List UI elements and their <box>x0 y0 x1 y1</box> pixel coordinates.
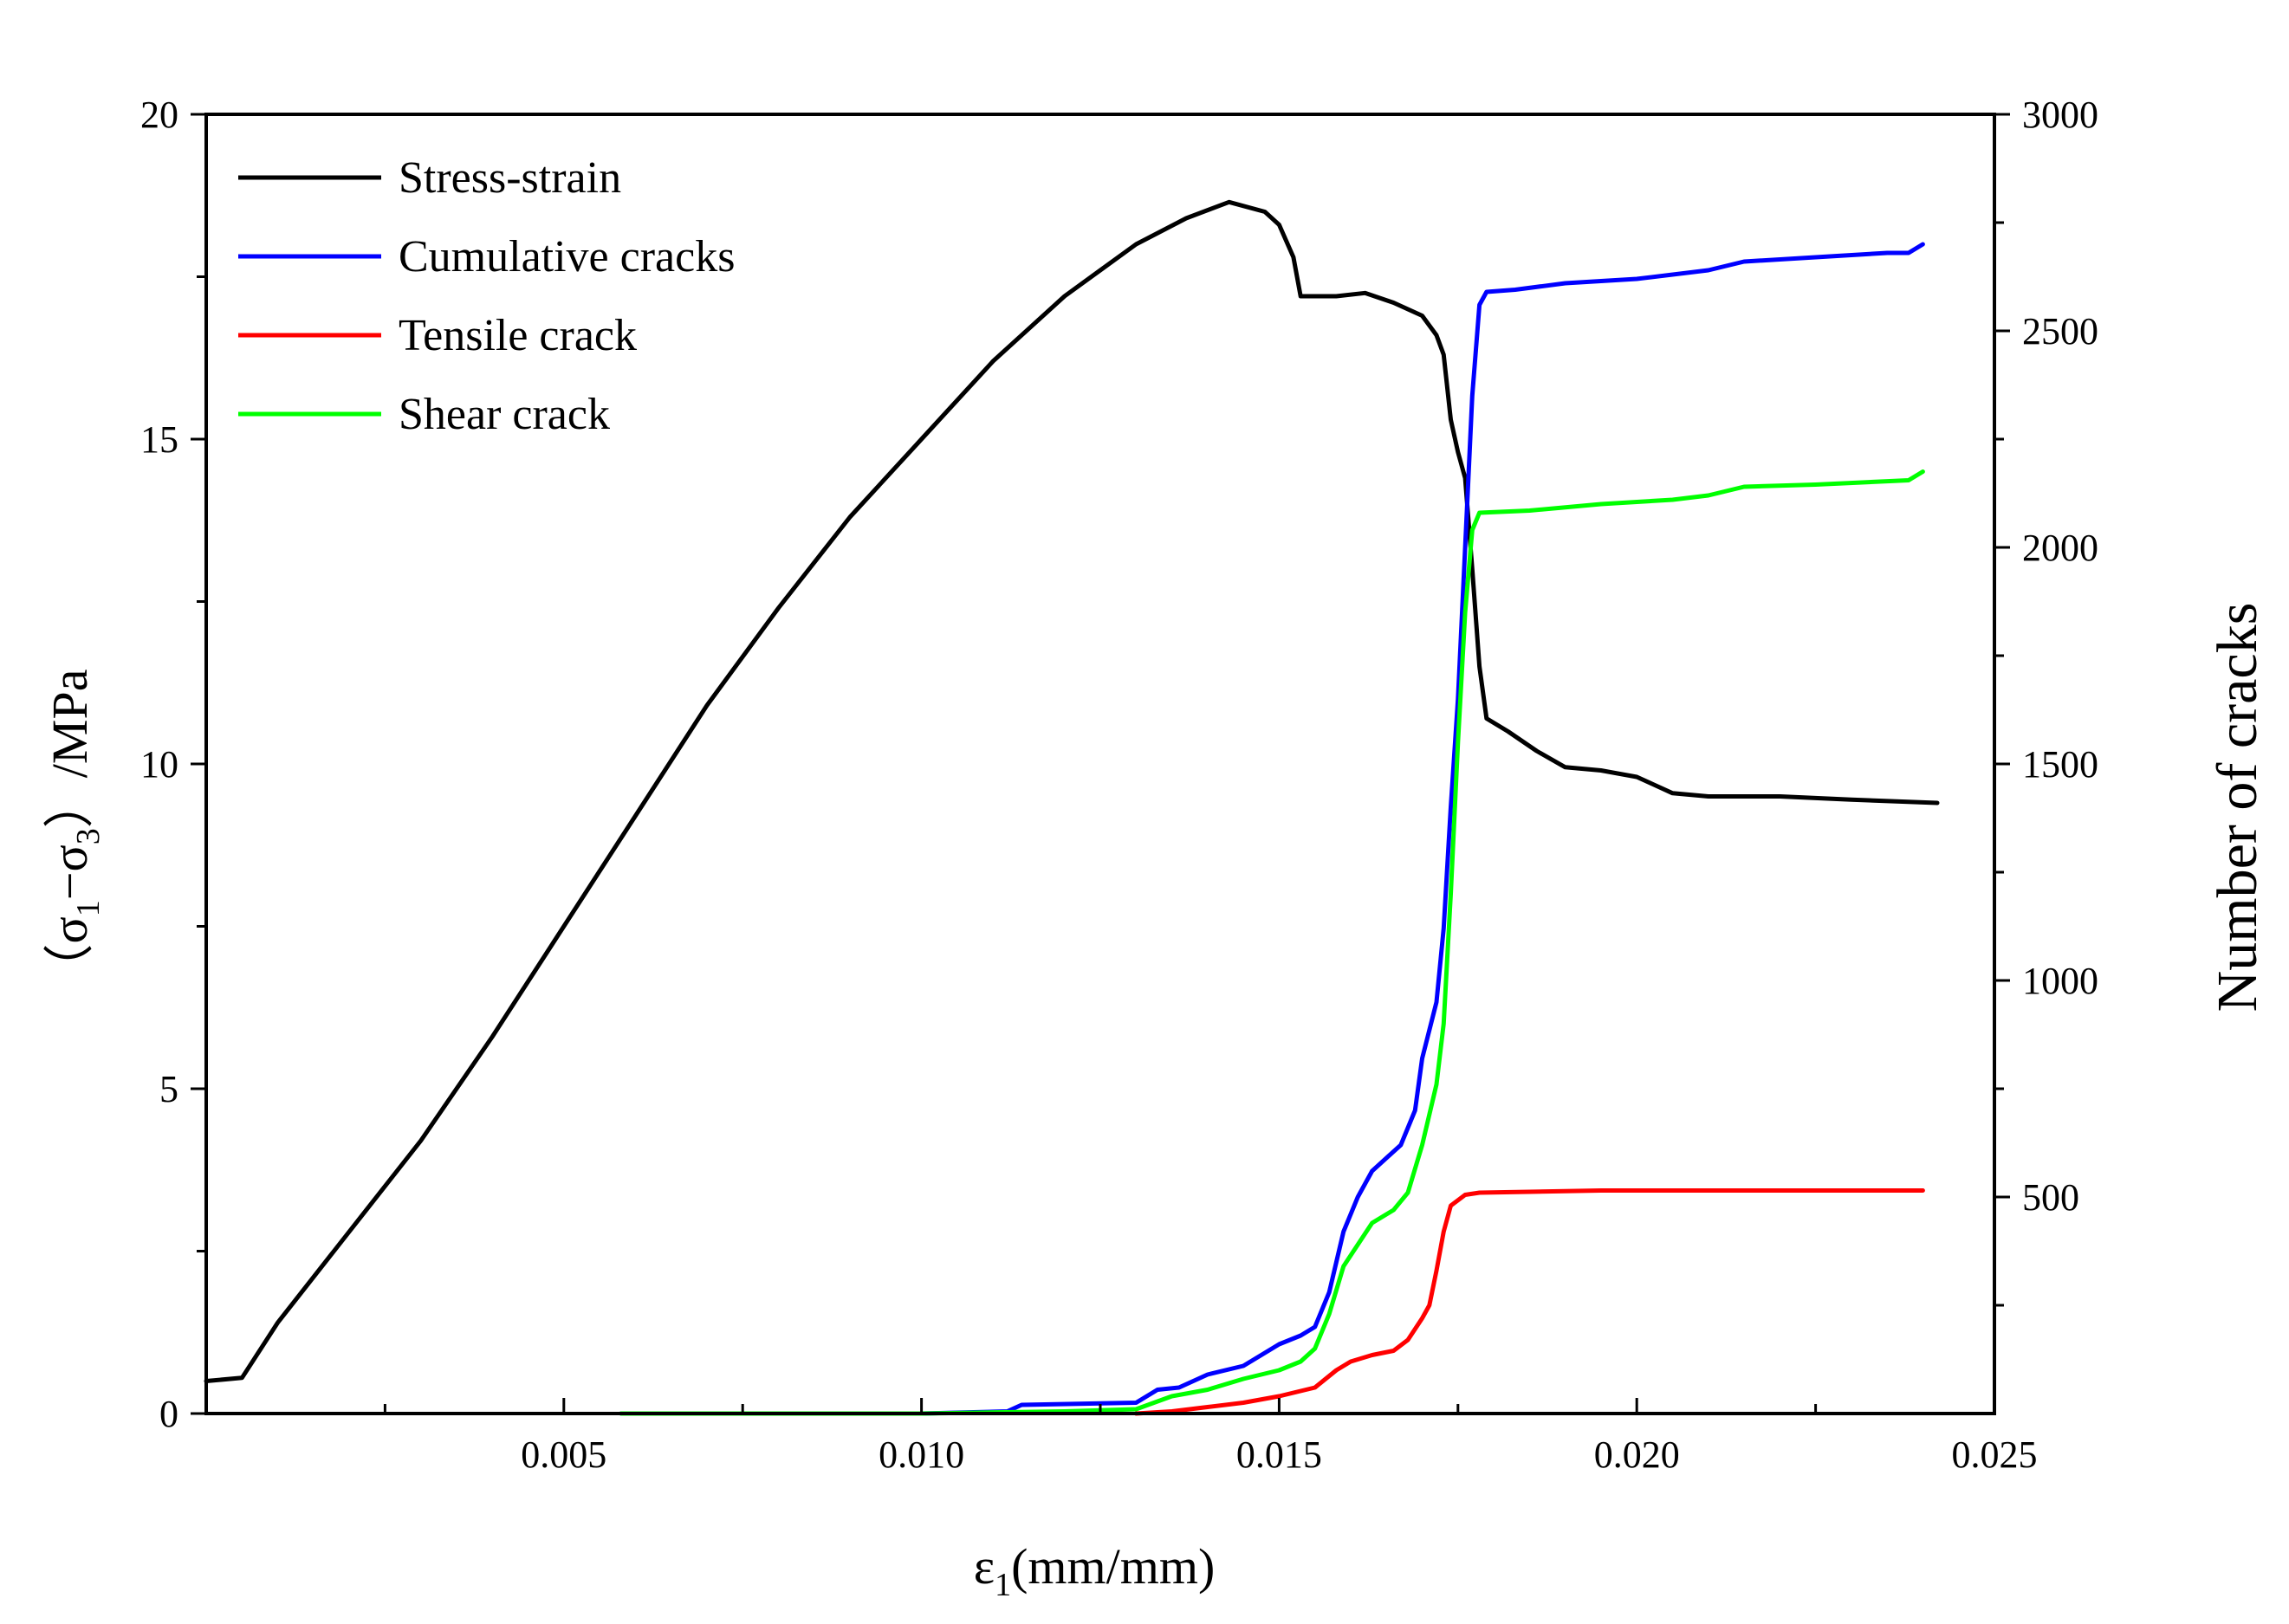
y-left-sub2: 3 <box>70 828 107 844</box>
x-axis-unit: (mm/mm) <box>1011 1538 1215 1595</box>
x-tick-label: 0.015 <box>1236 1433 1322 1476</box>
y-left-tick-label: 5 <box>159 1068 178 1110</box>
y-right-tick-label: 2000 <box>2022 527 2098 569</box>
legend-label: Cumulative cracks <box>399 232 735 281</box>
y-right-tick-label: 3000 <box>2022 94 2098 136</box>
x-tick-label: 0.005 <box>521 1433 606 1476</box>
x-tick-label: 0.025 <box>1952 1433 2038 1476</box>
y-axis-right-title: Number of cracks <box>2206 603 2269 1013</box>
y-left-tick-label: 15 <box>140 418 178 461</box>
series-line-shear-crack <box>619 469 1925 1416</box>
legend-label: Tensile crack <box>399 311 637 360</box>
y-right-tick-label: 500 <box>2022 1176 2079 1219</box>
x-axis-title: ε1(mm/mm) <box>974 1538 1216 1603</box>
ticks-layer: 0.005 0.010 0.015 0.020 0.025 0 5 10 15 20 500 1000… <box>140 94 2098 1476</box>
x-axis-subscript: 1 <box>995 1567 1011 1603</box>
y-left-tick-label: 0 <box>159 1393 178 1435</box>
y-left-tick-label: 10 <box>140 743 178 786</box>
legend: Stress-strain Cumulative cracks Tensile cr… <box>238 153 735 439</box>
series-line-cumulative-cracks <box>619 242 1925 1416</box>
series-line-tensile-crack <box>1133 1188 1925 1416</box>
y-left-close: ）/MPa <box>42 670 98 829</box>
y-right-tick-label: 1000 <box>2022 960 2098 1002</box>
series-line-stress-strain <box>204 199 1940 1383</box>
x-tick-label: 0.010 <box>879 1433 964 1476</box>
x-tick-label: 0.020 <box>1594 1433 1680 1476</box>
y-right-tick-label: 1500 <box>2022 743 2098 786</box>
y-left-tick-label: 20 <box>140 94 178 136</box>
legend-label: Stress-strain <box>399 153 621 203</box>
y-left-open: （σ <box>42 916 98 993</box>
y-left-mid: −σ <box>42 844 98 900</box>
series-layer <box>204 199 1940 1416</box>
x-axis-symbol: ε <box>974 1538 995 1595</box>
legend-label: Shear crack <box>399 390 610 439</box>
y-axis-left-title: （σ1−σ3）/MPa <box>42 670 107 994</box>
y-left-sub1: 1 <box>70 900 107 916</box>
y-right-tick-label: 2500 <box>2022 310 2098 353</box>
